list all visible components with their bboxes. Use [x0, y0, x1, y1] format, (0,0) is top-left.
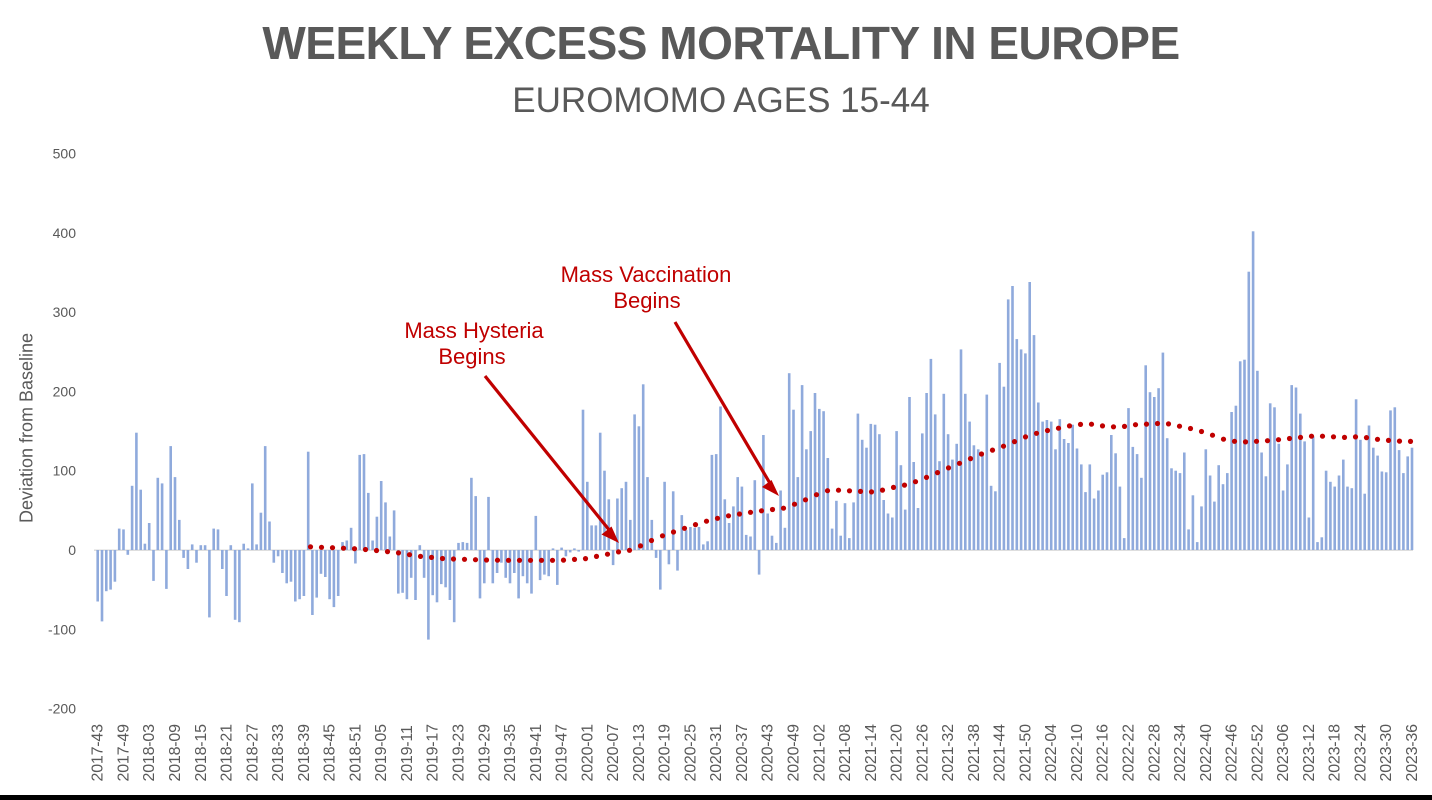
svg-text:0: 0 — [68, 542, 76, 558]
svg-text:2018-09: 2018-09 — [167, 724, 184, 782]
svg-text:2017-43: 2017-43 — [90, 724, 107, 782]
svg-text:500: 500 — [53, 146, 77, 162]
svg-text:2022-34: 2022-34 — [1172, 724, 1189, 782]
svg-text:2023-30: 2023-30 — [1378, 724, 1395, 782]
svg-text:2021-38: 2021-38 — [966, 724, 983, 782]
svg-text:Deviation from Baseline: Deviation from Baseline — [17, 333, 37, 523]
svg-text:200: 200 — [53, 383, 77, 399]
svg-text:-200: -200 — [48, 701, 76, 717]
svg-text:2020-37: 2020-37 — [734, 724, 751, 782]
svg-text:2020-43: 2020-43 — [760, 724, 777, 782]
svg-text:2023-18: 2023-18 — [1327, 724, 1344, 782]
svg-text:2020-01: 2020-01 — [579, 724, 596, 782]
svg-text:100: 100 — [53, 463, 77, 479]
svg-text:2021-50: 2021-50 — [1017, 724, 1034, 782]
svg-text:2020-07: 2020-07 — [605, 724, 622, 782]
svg-text:2017-49: 2017-49 — [116, 724, 133, 782]
svg-text:2019-11: 2019-11 — [399, 725, 416, 781]
svg-text:WEEKLY EXCESS MORTALITY IN EUR: WEEKLY EXCESS MORTALITY IN EUROPE — [262, 17, 1179, 69]
svg-text:2021-14: 2021-14 — [863, 724, 880, 782]
svg-text:2019-47: 2019-47 — [554, 724, 571, 782]
svg-text:2021-02: 2021-02 — [811, 724, 828, 782]
svg-text:2020-25: 2020-25 — [682, 724, 699, 782]
svg-text:2019-29: 2019-29 — [476, 724, 493, 782]
svg-text:2018-33: 2018-33 — [270, 724, 287, 782]
svg-text:Mass Vaccination: Mass Vaccination — [561, 262, 732, 287]
svg-text:2021-44: 2021-44 — [992, 724, 1009, 782]
svg-text:2018-39: 2018-39 — [296, 724, 313, 782]
svg-text:EUROMOMO AGES 15-44: EUROMOMO AGES 15-44 — [512, 81, 929, 120]
svg-text:400: 400 — [53, 225, 77, 241]
svg-text:2019-23: 2019-23 — [451, 724, 468, 782]
svg-text:2018-03: 2018-03 — [141, 724, 158, 782]
svg-text:2021-32: 2021-32 — [940, 724, 957, 782]
svg-text:2019-17: 2019-17 — [425, 724, 442, 782]
svg-text:2020-19: 2020-19 — [657, 724, 674, 782]
svg-text:2019-41: 2019-41 — [528, 724, 545, 782]
svg-text:2022-52: 2022-52 — [1249, 724, 1266, 782]
svg-text:300: 300 — [53, 304, 77, 320]
svg-text:2018-51: 2018-51 — [347, 724, 364, 782]
svg-text:2022-10: 2022-10 — [1069, 724, 1086, 782]
svg-text:2022-16: 2022-16 — [1095, 724, 1112, 782]
svg-text:Begins: Begins — [613, 288, 680, 313]
svg-text:Mass Hysteria: Mass Hysteria — [404, 318, 544, 343]
svg-text:2023-06: 2023-06 — [1275, 724, 1292, 782]
svg-text:2023-24: 2023-24 — [1352, 724, 1369, 782]
svg-text:2022-46: 2022-46 — [1224, 724, 1241, 782]
svg-text:2020-31: 2020-31 — [708, 724, 725, 782]
svg-text:2023-12: 2023-12 — [1301, 724, 1318, 782]
svg-text:-100: -100 — [48, 621, 76, 637]
svg-text:2022-22: 2022-22 — [1121, 724, 1138, 782]
svg-text:2021-20: 2021-20 — [889, 724, 906, 782]
svg-text:Begins: Begins — [438, 344, 505, 369]
svg-text:2021-26: 2021-26 — [914, 724, 931, 782]
svg-text:2019-35: 2019-35 — [502, 724, 519, 782]
svg-text:2018-15: 2018-15 — [193, 724, 210, 782]
svg-text:2022-28: 2022-28 — [1146, 724, 1163, 782]
svg-text:2018-45: 2018-45 — [322, 724, 339, 782]
svg-text:2018-27: 2018-27 — [244, 724, 261, 782]
svg-text:2022-40: 2022-40 — [1198, 724, 1215, 782]
svg-text:2022-04: 2022-04 — [1043, 724, 1060, 782]
svg-text:2018-21: 2018-21 — [219, 724, 236, 782]
svg-text:2020-13: 2020-13 — [631, 724, 648, 782]
svg-text:2019-05: 2019-05 — [373, 724, 390, 782]
svg-text:2020-49: 2020-49 — [786, 724, 803, 782]
svg-text:2021-08: 2021-08 — [837, 724, 854, 782]
svg-text:2023-36: 2023-36 — [1404, 724, 1421, 782]
